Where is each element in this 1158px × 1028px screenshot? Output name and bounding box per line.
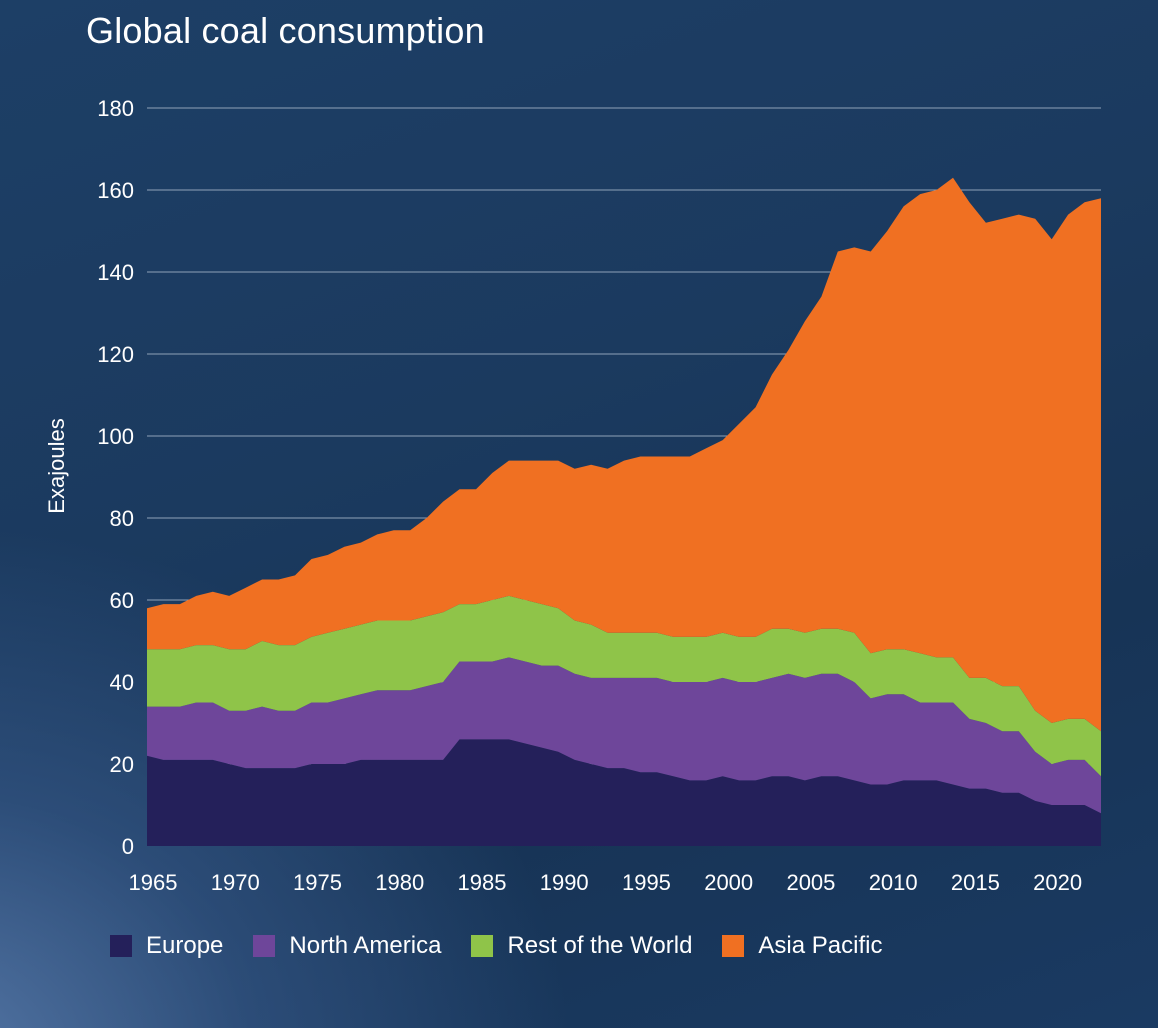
- x-tick-label: 1970: [211, 870, 260, 895]
- legend-label-europe: Europe: [146, 932, 224, 959]
- legend-label-rest-of-world: Rest of the World: [507, 932, 693, 959]
- x-tick-label: 1990: [540, 870, 589, 895]
- chart-title: Global coal consumption: [86, 10, 485, 51]
- area-europe: [147, 739, 1101, 846]
- legend-swatch-rest-of-world: [471, 935, 494, 957]
- area-rest-of-the-world: [147, 595, 1101, 777]
- x-tick-label: 1975: [293, 870, 342, 895]
- y-tick-label: 100: [97, 424, 134, 449]
- legend-label-asia-pacific: Asia Pacific: [758, 932, 883, 959]
- y-tick-label: 120: [97, 342, 134, 367]
- legend: Europe North America Rest of the World A…: [110, 932, 912, 960]
- legend-item-north-america: North America: [253, 932, 441, 960]
- x-tick-label: 2015: [951, 870, 1000, 895]
- stacked-areas: [147, 177, 1101, 846]
- y-axis-label: Exajoules: [44, 418, 69, 513]
- y-tick-label: 140: [97, 260, 134, 285]
- y-tick-label: 80: [110, 506, 134, 531]
- x-tick-label: 2005: [786, 870, 835, 895]
- legend-swatch-north-america: [253, 935, 276, 957]
- y-tick-label: 40: [110, 670, 134, 695]
- legend-swatch-asia-pacific: [722, 935, 745, 957]
- x-tick-label: 2020: [1033, 870, 1082, 895]
- area-asia-pacific: [147, 177, 1101, 732]
- legend-item-rest-of-world: Rest of the World: [471, 932, 692, 960]
- legend-item-europe: Europe: [110, 932, 223, 960]
- x-tick-label: 1995: [622, 870, 671, 895]
- y-tick-label: 20: [110, 752, 134, 777]
- area-north-america: [147, 657, 1101, 814]
- legend-label-north-america: North America: [289, 932, 442, 959]
- y-axis-ticks: 0 20 40 60 80 100 120 140 160 180: [97, 96, 134, 859]
- legend-item-asia-pacific: Asia Pacific: [722, 932, 882, 960]
- y-tick-label: 160: [97, 178, 134, 203]
- x-tick-label: 1980: [375, 870, 424, 895]
- x-axis-ticks: 1965 1970 1975 1980 1985 1990 1995 2000 2005 2010…: [129, 870, 1083, 895]
- x-tick-label: 1965: [129, 870, 178, 895]
- y-tick-label: 180: [97, 96, 134, 121]
- y-tick-label: 60: [110, 588, 134, 613]
- x-tick-label: 1985: [457, 870, 506, 895]
- legend-swatch-europe: [110, 935, 132, 957]
- y-tick-label: 0: [122, 834, 134, 859]
- x-tick-label: 2000: [704, 870, 753, 895]
- x-tick-label: 2010: [869, 870, 918, 895]
